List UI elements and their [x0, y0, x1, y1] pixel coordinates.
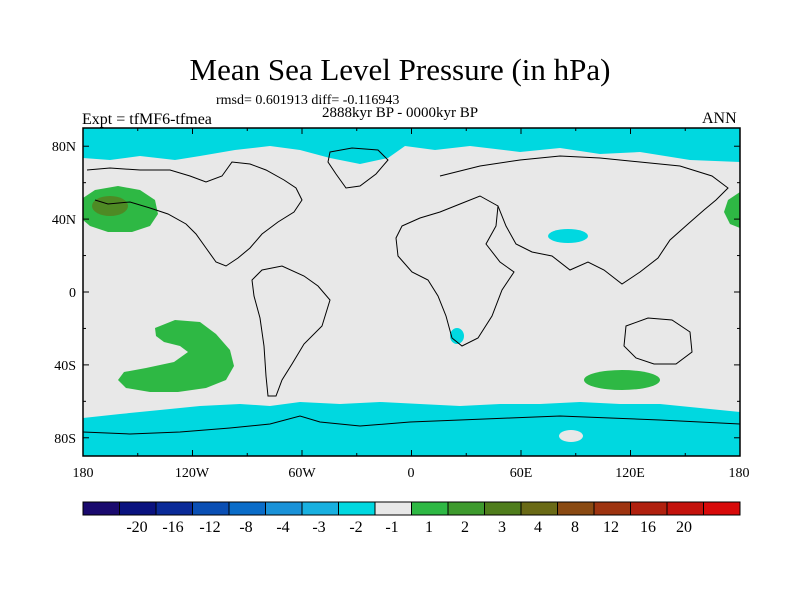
southern-africa-anomaly	[450, 328, 464, 344]
colorbar-swatch	[374, 501, 412, 516]
colorbar	[82, 501, 741, 516]
colorbar-swatch	[447, 501, 485, 516]
latitude-ticks	[83, 145, 740, 439]
longitude-ticks	[82, 128, 741, 456]
lat-label-80s: 80S	[54, 432, 76, 447]
coast-asia	[439, 155, 729, 285]
colorbar-label: 4	[534, 519, 542, 536]
arctic-anomaly-field	[83, 128, 740, 164]
colorbar-label: -3	[312, 519, 326, 536]
central-asia-anomaly	[548, 229, 588, 243]
colorbar-label: 16	[640, 519, 656, 536]
lon-label-120e: 120E	[615, 466, 645, 481]
colorbar-swatch	[666, 501, 704, 516]
lon-label-60e: 60E	[509, 466, 533, 481]
colorbar-label: 20	[676, 519, 692, 536]
colorbar-swatch	[338, 501, 376, 516]
experiment-label: Expt = tfMF6-tfmea	[82, 111, 212, 128]
colorbar-label: 8	[571, 519, 579, 536]
colorbar-label: -8	[239, 519, 253, 536]
lat-label-0: 0	[69, 286, 76, 301]
colorbar-label: 12	[603, 519, 619, 536]
colorbar-label: 3	[498, 519, 506, 536]
colorbar-label: -2	[349, 519, 363, 536]
lat-label-40n: 40N	[51, 213, 76, 228]
colorbar-label: 1	[425, 519, 433, 536]
colorbar-swatch	[484, 501, 522, 516]
colorbar-swatch	[593, 501, 631, 516]
colorbar-swatch	[155, 501, 193, 516]
colorbar-label: 2	[461, 519, 469, 536]
coast-europe-africa	[395, 195, 515, 347]
colorbar-label: -1	[385, 519, 399, 536]
lon-label-180w: 180	[72, 466, 94, 481]
coast-greenland	[327, 147, 389, 189]
antarctic-anomaly-field	[83, 402, 740, 456]
colorbar-swatch	[301, 501, 339, 516]
colorbar-label: -16	[162, 519, 184, 536]
period-label: 2888kyr BP - 0000kyr BP	[322, 105, 479, 121]
coast-australia	[623, 317, 693, 365]
south-pacific-anomaly	[118, 320, 234, 392]
season-label: ANN	[702, 110, 737, 127]
colorbar-label: -20	[126, 519, 148, 536]
lat-label-40s: 40S	[54, 359, 76, 374]
colorbar-swatch	[192, 501, 230, 516]
colorbar-swatch	[630, 501, 668, 516]
coast-north-america	[86, 161, 303, 267]
map-background	[83, 128, 740, 456]
map-title: Mean Sea Level Pressure (in hPa)	[189, 52, 611, 87]
colorbar-label: -4	[276, 519, 290, 536]
coast-south-america	[251, 265, 331, 397]
lat-label-80n: 80N	[51, 140, 76, 155]
lon-label-180e: 180	[728, 466, 750, 481]
lon-label-60w: 60W	[288, 466, 316, 481]
colorbar-label: -12	[199, 519, 221, 536]
stats-line: rmsd= 0.601913 diff= -0.116943	[216, 93, 400, 108]
anomaly-fields	[83, 128, 740, 456]
coast-antarctica	[82, 415, 741, 435]
indian-ocean-anomaly	[584, 370, 660, 390]
coastlines	[82, 147, 741, 435]
colorbar-swatch	[411, 501, 449, 516]
lon-label-0: 0	[407, 466, 415, 481]
colorbar-swatch	[265, 501, 303, 516]
colorbar-swatch	[703, 501, 741, 516]
colorbar-swatch	[82, 501, 120, 516]
colorbar-swatch	[228, 501, 266, 516]
lon-label-120w: 120W	[174, 466, 210, 481]
north-pacific-core	[92, 196, 128, 216]
antarctic-neutral-hole	[559, 430, 583, 442]
colorbar-swatch	[520, 501, 558, 516]
colorbar-swatch	[119, 501, 157, 516]
colorbar-swatch	[557, 501, 595, 516]
